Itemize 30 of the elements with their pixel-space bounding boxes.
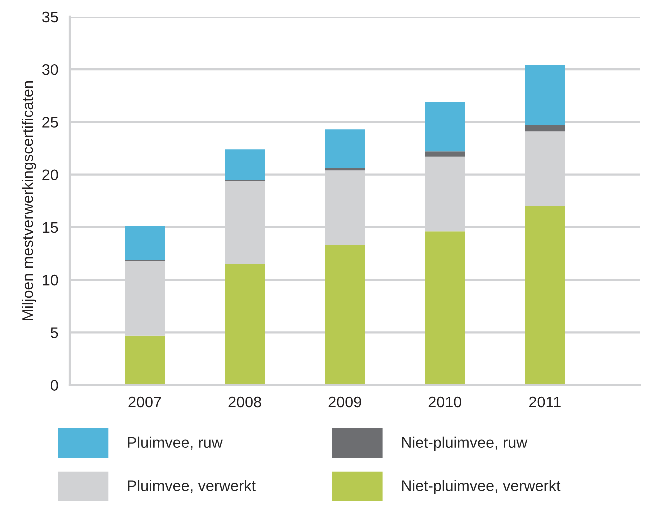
bar	[225, 264, 266, 386]
bar	[425, 232, 466, 386]
bar	[425, 102, 466, 152]
x-tick-label: 2007	[128, 396, 162, 408]
y-tick-label: 10	[43, 274, 58, 286]
y-tick-label: 15	[43, 222, 58, 234]
y-tick-label: 5	[50, 328, 58, 338]
legend-label: Pluimvee, ruw	[128, 436, 223, 450]
legend-label: Niet-pluimvee, verwerkt	[402, 480, 561, 494]
x-tick-label: 2010	[428, 396, 462, 408]
x-tick-label: 2008	[228, 396, 262, 408]
bar	[525, 206, 566, 386]
bar	[225, 150, 266, 180]
y-tick-label: 35	[42, 12, 58, 23]
x-tick-label: 2011	[530, 396, 561, 408]
legend-label: Pluimvee, verwerkt	[128, 480, 256, 494]
bar	[325, 130, 366, 169]
bar	[425, 152, 466, 157]
y-tick-label: 30	[42, 64, 58, 76]
y-tick-label: 20	[42, 170, 58, 181]
bar	[525, 125, 566, 132]
legend-label: Niet-pluimvee, ruw	[402, 436, 528, 452]
bar	[325, 245, 366, 386]
x-tick-label: 2009	[328, 396, 362, 408]
y-tick-label: 0	[50, 380, 58, 391]
bar	[125, 336, 166, 386]
bar	[525, 65, 566, 126]
y-tick-label: 25	[42, 117, 58, 128]
y-axis-title: Miljoen mestverwerkingscertificaten	[22, 82, 36, 320]
bar	[125, 226, 166, 260]
